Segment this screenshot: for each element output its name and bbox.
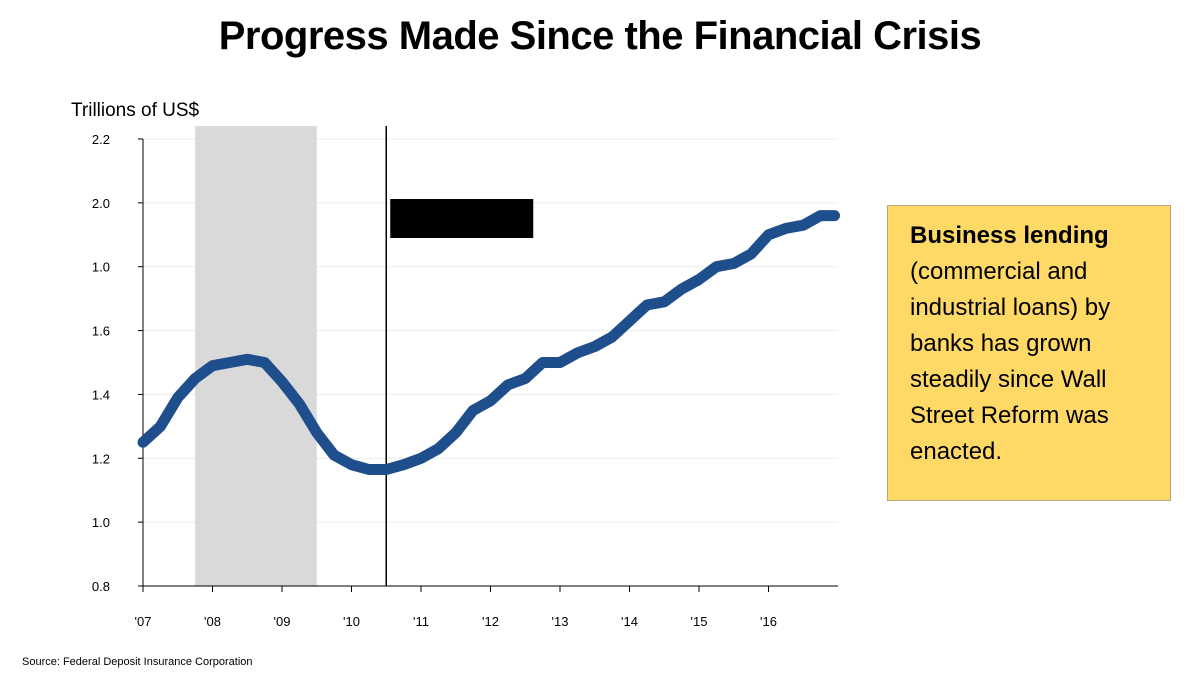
reform-event-label-line-1: WALL STREET [396, 201, 485, 216]
page-title: Progress Made Since the Financial Crisis [218, 14, 982, 58]
reform-event-label: WALL STREET REFORM ENACTED [390, 199, 534, 238]
y-tick-label-7: 2.2 [92, 132, 110, 147]
reform-event-label-line-2: REFORM ENACTED [396, 218, 518, 233]
callout-bold-text: Business lending [910, 222, 1109, 249]
y-axis-title: Trillions of US$ [71, 100, 200, 121]
x-tick-label-5: '12 [482, 614, 499, 629]
callout-body-text: (commercial and industrial loans) by ban… [910, 258, 1111, 465]
y-tick-label-2: 1.2 [92, 451, 110, 466]
x-tick-label-3: '10 [343, 614, 360, 629]
source-note: Source: Federal Deposit Insurance Corpor… [22, 656, 253, 668]
y-tick-label-3: 1.4 [92, 387, 110, 402]
x-tick-label-4: '11 [413, 614, 429, 629]
series-line-business-loans [137, 210, 840, 475]
axis-layer: 0.8 1.0 1.2 1.4 1.6 1.0 2.0 2.2 '07 '08 '09 '10 '11 '… [92, 132, 838, 629]
callout-box: Business lending (commercial and industr… [887, 205, 1171, 501]
y-tick-label-5: 1.0 [92, 260, 110, 275]
y-tick-label-4: 1.6 [92, 324, 110, 339]
y-tick-label-1: 1.0 [92, 515, 110, 530]
x-tick-label-7: '14 [621, 614, 638, 629]
y-tick-label-0: 0.8 [92, 579, 110, 594]
x-tick-label-2: '09 [274, 614, 291, 629]
x-tick-label-8: '15 [691, 614, 708, 629]
x-tick-label-0: '07 [135, 614, 152, 629]
y-tick-label-6: 2.0 [92, 196, 110, 211]
reform-event-label-background [390, 199, 534, 238]
x-tick-label-1: '08 [204, 614, 221, 629]
x-tick-label-6: '13 [552, 614, 569, 629]
x-tick-label-9: '16 [760, 614, 777, 629]
